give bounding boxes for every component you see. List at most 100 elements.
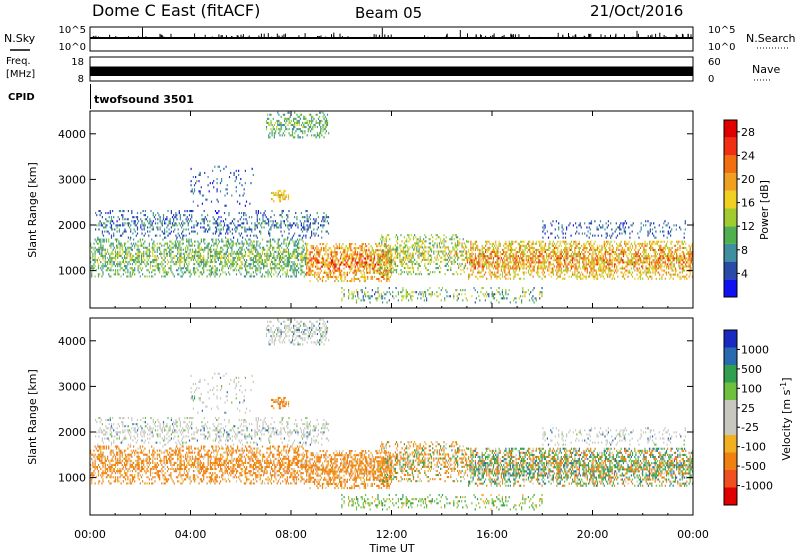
power-cell — [177, 250, 179, 253]
power-cell — [414, 234, 416, 237]
power-cell — [416, 273, 418, 276]
power-cell — [566, 255, 568, 258]
power-cell — [284, 271, 286, 274]
power-cell — [381, 271, 383, 274]
power-cell — [679, 248, 681, 251]
power-cell — [593, 259, 595, 262]
power-cell — [474, 248, 476, 251]
power-cell — [108, 259, 110, 262]
power-cell — [538, 267, 540, 270]
power-cell — [318, 249, 320, 252]
power-cell — [163, 254, 165, 257]
power-cell — [220, 252, 222, 255]
power-cell — [595, 259, 597, 262]
power-cell — [120, 242, 122, 245]
power-cell — [479, 251, 481, 254]
power-cell — [567, 263, 569, 266]
power-cell — [404, 254, 407, 257]
power-cell — [220, 259, 222, 262]
power-cell — [627, 246, 629, 249]
power-cell — [412, 248, 415, 251]
power-cell — [688, 259, 690, 262]
power-cell — [110, 228, 113, 231]
power-cell — [321, 280, 324, 283]
power-cell — [257, 252, 259, 255]
power-cell — [427, 258, 429, 261]
power-cell — [289, 259, 291, 262]
power-cell — [470, 242, 472, 245]
power-cell — [149, 250, 152, 253]
nsky-spike — [655, 33, 657, 38]
nsky-spike — [381, 27, 383, 38]
power-cell — [296, 263, 299, 266]
power-cell — [600, 251, 602, 254]
power-cell — [369, 259, 371, 262]
power-cell — [513, 253, 515, 256]
power-cell — [188, 254, 190, 257]
power-cell — [609, 257, 611, 260]
nsky-spike — [503, 34, 505, 38]
power-cell — [641, 244, 643, 247]
power-cell — [122, 273, 124, 276]
power-cell — [564, 240, 566, 243]
power-cell — [269, 267, 271, 270]
power-cell — [117, 271, 119, 274]
power-cell — [660, 255, 662, 258]
power-cell — [385, 254, 387, 257]
power-cell — [165, 271, 167, 274]
power-cell — [613, 277, 616, 280]
power-cell — [121, 244, 123, 247]
power-cell — [494, 275, 496, 278]
power-cell — [451, 262, 453, 265]
power-cell — [645, 253, 647, 256]
power-cell — [489, 257, 491, 260]
power-cell — [216, 267, 218, 270]
power-cell — [594, 248, 596, 251]
power-cell — [110, 252, 112, 255]
power-cell — [644, 255, 646, 258]
power-cell — [517, 273, 519, 276]
power-cell — [421, 254, 424, 257]
power-cell — [418, 244, 420, 247]
power-cell — [237, 250, 239, 253]
power-cell — [494, 273, 496, 276]
power-cell — [631, 261, 634, 264]
power-cell — [532, 253, 534, 256]
power-cell — [600, 259, 602, 262]
power-cell — [384, 265, 386, 268]
power-cell — [351, 257, 353, 260]
power-cell — [511, 255, 513, 258]
power-cell — [285, 254, 287, 257]
power-cell — [407, 258, 409, 261]
power-cell — [390, 262, 392, 265]
power-cell — [521, 240, 523, 243]
power-cell — [380, 273, 382, 276]
power-cell — [447, 260, 450, 263]
power-cell — [291, 265, 293, 268]
power-cell — [440, 256, 442, 259]
power-cell — [344, 249, 346, 252]
power-cell — [621, 271, 623, 274]
power-cell — [267, 259, 269, 262]
nsky-tick-bottom: 10^0 — [59, 42, 86, 53]
power-cell — [576, 261, 578, 264]
power-cell — [543, 255, 545, 258]
power-cell — [286, 263, 288, 266]
power-cell — [468, 251, 470, 254]
power-cell — [345, 255, 347, 258]
power-cell — [240, 261, 242, 264]
power-cell — [292, 240, 294, 243]
power-cell — [676, 261, 678, 264]
power-cell — [161, 244, 163, 247]
power-cell — [684, 257, 686, 260]
power-cell — [217, 256, 219, 259]
power-cell — [131, 259, 133, 262]
power-cell — [96, 238, 98, 241]
power-cell — [655, 251, 657, 254]
power-cell — [129, 275, 131, 278]
power-cell — [650, 265, 652, 268]
power-cell — [590, 269, 592, 272]
power-cell — [635, 251, 637, 254]
power-cell — [460, 254, 462, 257]
power-cell — [662, 273, 664, 276]
